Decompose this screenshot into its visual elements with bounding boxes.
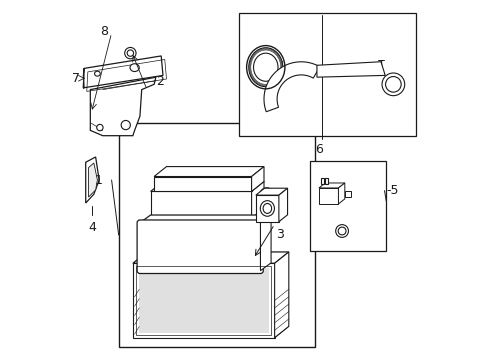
Ellipse shape [121, 121, 130, 130]
Polygon shape [260, 215, 270, 271]
Bar [239, 13, 416, 136]
Ellipse shape [127, 50, 133, 56]
Polygon shape [274, 252, 288, 338]
Ellipse shape [381, 73, 404, 96]
Polygon shape [90, 77, 156, 136]
Ellipse shape [262, 191, 271, 202]
Polygon shape [255, 195, 278, 222]
Polygon shape [83, 56, 163, 88]
Bar [139, 268, 268, 333]
Polygon shape [344, 191, 350, 197]
Text: 2: 2 [156, 75, 163, 88]
Polygon shape [150, 181, 264, 192]
Text: 4: 4 [88, 221, 96, 234]
Ellipse shape [248, 48, 282, 87]
Text: 8: 8 [100, 24, 108, 38]
Ellipse shape [260, 201, 274, 216]
Text: 7: 7 [72, 72, 80, 85]
Polygon shape [88, 163, 97, 197]
Ellipse shape [124, 48, 136, 59]
Polygon shape [251, 167, 264, 192]
Bar [325, 178, 327, 184]
Polygon shape [316, 62, 385, 77]
Text: 3: 3 [276, 228, 284, 241]
Ellipse shape [335, 225, 348, 237]
Polygon shape [264, 62, 319, 112]
Polygon shape [278, 188, 287, 222]
Polygon shape [140, 215, 270, 223]
Polygon shape [318, 183, 344, 188]
Ellipse shape [338, 227, 346, 235]
Polygon shape [133, 252, 288, 263]
Polygon shape [255, 188, 287, 195]
Bar [320, 178, 323, 184]
Ellipse shape [263, 203, 271, 213]
FancyBboxPatch shape [137, 220, 263, 274]
Polygon shape [85, 157, 99, 203]
Ellipse shape [259, 188, 274, 206]
Text: -5: -5 [386, 184, 398, 197]
Text: 6: 6 [314, 143, 322, 156]
Bar [133, 263, 274, 338]
Bar [136, 266, 271, 335]
Ellipse shape [253, 53, 278, 81]
Polygon shape [318, 188, 338, 204]
Ellipse shape [130, 64, 139, 72]
Polygon shape [154, 167, 264, 176]
Ellipse shape [385, 77, 400, 92]
Bar [309, 161, 386, 251]
Polygon shape [251, 181, 264, 218]
Bar [119, 123, 315, 347]
Polygon shape [338, 183, 344, 204]
Polygon shape [154, 176, 251, 192]
Text: 1: 1 [95, 174, 102, 186]
Ellipse shape [97, 124, 103, 131]
Polygon shape [150, 192, 251, 218]
Ellipse shape [94, 71, 100, 76]
